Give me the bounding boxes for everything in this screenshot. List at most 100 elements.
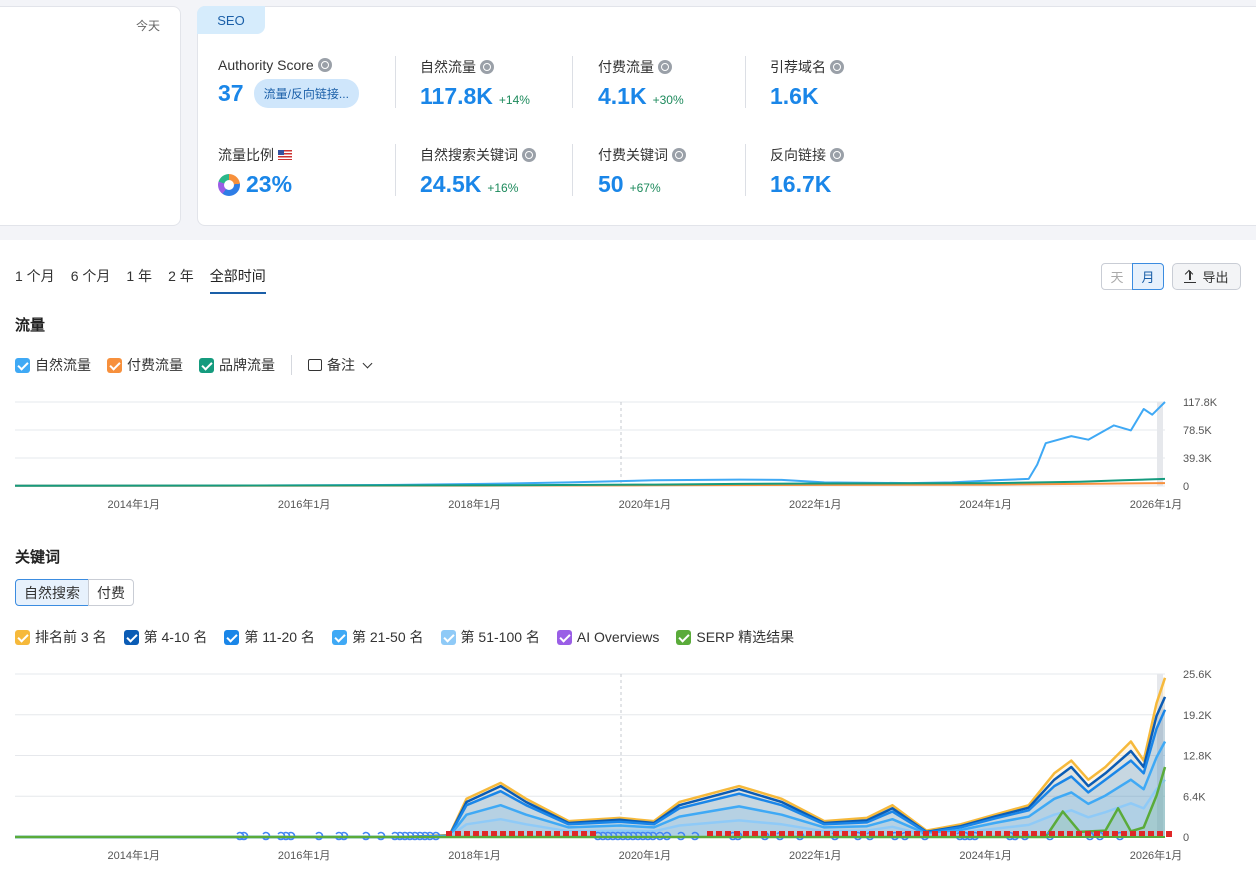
note-flag-icon[interactable] [536,831,542,837]
note-flag-icon[interactable] [491,831,497,837]
note-flag-icon[interactable] [1004,831,1010,837]
legend-51-100[interactable]: 第 51-100 名 [440,627,540,647]
note-flag-icon[interactable] [923,831,929,837]
day-button[interactable]: 天 [1101,263,1133,290]
note-flag-icon[interactable] [869,831,875,837]
legend-top-3[interactable]: 排名前 3 名 [15,627,107,647]
note-flag-icon[interactable] [554,831,560,837]
note-flag-icon[interactable] [950,831,956,837]
series-line[interactable] [15,766,1167,839]
backlinks-value[interactable]: 16.7K [770,171,832,197]
note-flag-icon[interactable] [1022,831,1028,837]
legend-organic-traffic[interactable]: 自然流量 [15,355,91,375]
note-flag-icon[interactable] [824,831,830,837]
note-flag-icon[interactable] [770,831,776,837]
series-line[interactable] [15,401,1166,487]
note-flag-icon[interactable] [896,831,902,837]
info-icon[interactable] [830,60,844,74]
note-flag-icon[interactable] [833,831,839,837]
note-flag-icon[interactable] [482,831,488,837]
note-flag-icon[interactable] [797,831,803,837]
note-flag-icon[interactable] [986,831,992,837]
organic-traffic-value[interactable]: 117.8K [420,83,493,109]
note-flag-icon[interactable] [1157,831,1163,837]
note-flag-icon[interactable] [941,831,947,837]
info-icon[interactable] [658,60,672,74]
note-flag-icon[interactable] [455,831,461,837]
note-flag-icon[interactable] [1139,831,1145,837]
legend-paid-traffic[interactable]: 付费流量 [107,355,183,375]
note-flag-icon[interactable] [788,831,794,837]
keywords-chart[interactable]: 25.6K 19.2K 12.8K 6.4K 0 2014年1月 2016年1月 2018年1… [0,663,1256,868]
note-flag-icon[interactable] [1085,831,1091,837]
note-flag-icon[interactable] [572,831,578,837]
note-flag-icon[interactable] [716,831,722,837]
note-flag-icon[interactable] [779,831,785,837]
note-flag-icon[interactable] [995,831,1001,837]
note-flag-icon[interactable] [1166,831,1172,837]
note-flag-icon[interactable] [932,831,938,837]
note-flag-icon[interactable] [1094,831,1100,837]
note-flag-icon[interactable] [905,831,911,837]
note-flag-icon[interactable] [806,831,812,837]
organic-search-button[interactable]: 自然搜索 [15,579,89,606]
note-flag-icon[interactable] [590,831,596,837]
note-flag-icon[interactable] [725,831,731,837]
info-icon[interactable] [522,148,536,162]
note-flag-icon[interactable] [1049,831,1055,837]
note-flag-icon[interactable] [878,831,884,837]
note-flag-icon[interactable] [851,831,857,837]
info-icon[interactable] [672,148,686,162]
note-flag-icon[interactable] [1148,831,1154,837]
note-flag-icon[interactable] [581,831,587,837]
note-flag-icon[interactable] [527,831,533,837]
paid-button[interactable]: 付费 [88,579,134,606]
paid-keywords-value[interactable]: 50 [598,171,624,197]
note-flag-icon[interactable] [500,831,506,837]
note-flag-icon[interactable] [446,831,452,837]
note-flag-icon[interactable] [518,831,524,837]
tab-2-years[interactable]: 2 年 [168,268,194,284]
info-icon[interactable] [480,60,494,74]
note-flag-icon[interactable] [752,831,758,837]
note-flag-icon[interactable] [509,831,515,837]
note-flag-icon[interactable] [1031,831,1037,837]
note-flag-icon[interactable] [959,831,965,837]
referring-domains-value[interactable]: 1.6K [770,83,819,109]
note-flag-icon[interactable] [1112,831,1118,837]
note-flag-icon[interactable] [464,831,470,837]
series-line[interactable] [15,677,1167,839]
traffic-share-value[interactable]: 23% [246,171,293,197]
note-flag-icon[interactable] [1040,831,1046,837]
series-line[interactable] [15,696,1167,839]
info-icon[interactable] [317,58,332,72]
note-flag-icon[interactable] [761,831,767,837]
note-flag-icon[interactable] [1076,831,1082,837]
note-flag-icon[interactable] [968,831,974,837]
note-flag-icon[interactable] [1067,831,1073,837]
tab-1-month[interactable]: 1 个月 [15,268,55,284]
note-flag-icon[interactable] [860,831,866,837]
note-flag-icon[interactable] [887,831,893,837]
series-line[interactable] [15,709,1167,839]
note-flag-icon[interactable] [1013,831,1019,837]
authority-score-value[interactable]: 37 [218,80,244,106]
note-flag-icon[interactable] [1058,831,1064,837]
legend-21-50[interactable]: 第 21-50 名 [331,627,424,647]
note-flag-icon[interactable] [815,831,821,837]
traffic-chart[interactable]: 117.8K 78.5K 39.3K 0 2014年1月 2016年1月 2018年1月 20… [0,392,1256,517]
month-button[interactable]: 月 [1132,263,1164,290]
note-flag-icon[interactable] [914,831,920,837]
paid-traffic-value[interactable]: 4.1K [598,83,647,109]
note-flag-icon[interactable] [473,831,479,837]
info-icon[interactable] [830,148,844,162]
legend-ai-overviews[interactable]: AI Overviews [556,629,659,645]
note-flag-icon[interactable] [977,831,983,837]
note-flag-icon[interactable] [734,831,740,837]
note-flag-icon[interactable] [707,831,713,837]
series-line[interactable] [15,740,1167,839]
legend-serp-features[interactable]: SERP 精选结果 [676,627,794,647]
tab-all-time[interactable]: 全部时间 [209,266,266,294]
seo-tab[interactable]: SEO [197,6,265,34]
note-flag-icon[interactable] [545,831,551,837]
